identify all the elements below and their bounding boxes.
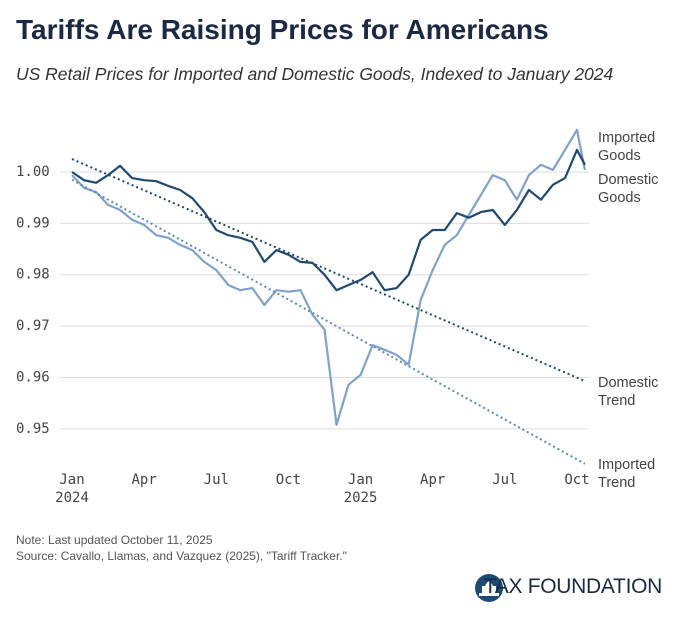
- x-tick-label: Oct: [276, 472, 301, 488]
- source: Source: Cavallo, Llamas, and Vazquez (20…: [16, 549, 347, 563]
- chart-subtitle: US Retail Prices for Imported and Domest…: [16, 64, 614, 84]
- series-line: [71, 128, 586, 426]
- y-tick-label: 0.95: [16, 421, 50, 437]
- brand: TAX FOUNDATION: [483, 575, 662, 598]
- logo-icon: [475, 574, 503, 602]
- x-tick-label: Apr: [420, 472, 445, 488]
- x-tick-label: Jan 2025: [344, 472, 378, 506]
- note: Note: Last updated October 11, 2025: [16, 533, 213, 547]
- x-tick-label: Oct: [564, 472, 589, 488]
- y-tick-label: 0.99: [16, 215, 50, 231]
- y-tick-label: 0.96: [16, 370, 50, 386]
- series-label: Domestic Trend: [598, 375, 658, 409]
- series-label: Imported Goods: [598, 130, 655, 164]
- series-label: Domestic Goods: [598, 172, 658, 206]
- trend-line: [71, 158, 586, 383]
- x-tick-label: Jul: [204, 472, 229, 488]
- y-tick-label: 0.97: [16, 318, 50, 334]
- x-tick-label: Apr: [132, 472, 157, 488]
- x-tick-label: Jul: [492, 472, 517, 488]
- series-label: Imported Trend: [598, 457, 655, 491]
- y-tick-label: 0.98: [16, 267, 50, 283]
- y-tick-label: 1.00: [16, 164, 50, 180]
- chart-title: Tariffs Are Raising Prices for Americans: [16, 14, 549, 45]
- x-tick-label: Jan 2024: [55, 472, 89, 506]
- series-line: [71, 148, 586, 292]
